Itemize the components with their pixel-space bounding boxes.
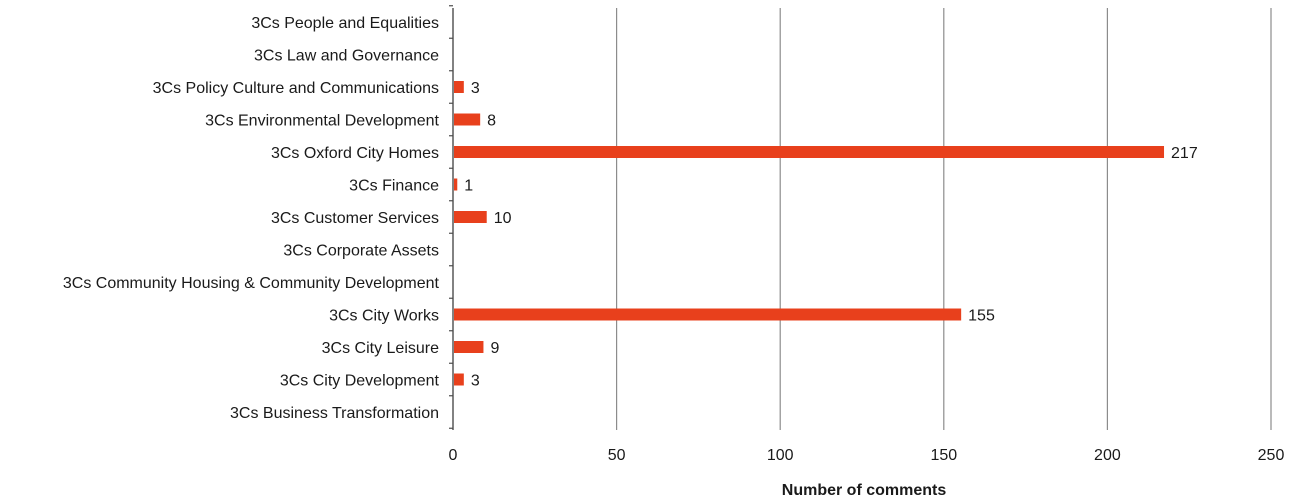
y-axis <box>449 5 454 430</box>
data-label: 217 <box>1171 145 1198 162</box>
data-label: 155 <box>968 308 995 325</box>
x-tick-label: 50 <box>608 447 626 464</box>
category-label: 3Cs Business Transformation <box>230 405 439 422</box>
bar <box>454 341 484 353</box>
bar <box>454 81 464 93</box>
x-tick-label: 100 <box>767 447 794 464</box>
data-label: 1 <box>464 178 473 195</box>
bar <box>454 146 1165 158</box>
x-tick-label: 200 <box>1094 447 1121 464</box>
data-label: 9 <box>490 340 499 357</box>
category-label: 3Cs Oxford City Homes <box>271 145 439 162</box>
bar <box>454 308 962 321</box>
x-axis-title: Number of comments <box>782 482 947 499</box>
data-label: 8 <box>487 113 496 130</box>
bars <box>454 81 1165 386</box>
category-label: 3Cs Corporate Assets <box>283 243 439 260</box>
category-label: 3Cs City Works <box>329 308 439 325</box>
category-label: 3Cs Community Housing & Community Develo… <box>63 275 440 292</box>
category-label: 3Cs Customer Services <box>271 210 439 227</box>
category-labels: 3Cs People and Equalities 3Cs Law and Gov… <box>63 15 440 422</box>
x-tick-labels: 0 50 100 150 200 250 <box>449 447 1285 464</box>
x-tick-label: 0 <box>449 447 458 464</box>
category-label: 3Cs People and Equalities <box>251 15 439 32</box>
bar <box>454 373 464 386</box>
category-label: 3Cs Environmental Development <box>205 113 439 130</box>
data-label: 3 <box>471 373 480 390</box>
category-label: 3Cs City Leisure <box>322 340 439 357</box>
category-label: 3Cs Law and Governance <box>254 48 439 65</box>
bar <box>454 113 481 126</box>
category-label: 3Cs Policy Culture and Communications <box>153 80 439 97</box>
category-label: 3Cs Finance <box>349 178 439 195</box>
data-label: 3 <box>471 80 480 97</box>
gridlines <box>615 8 1272 430</box>
data-label: 10 <box>494 210 512 227</box>
bar <box>454 178 458 191</box>
x-tick-label: 250 <box>1258 447 1285 464</box>
category-label: 3Cs City Development <box>280 373 440 390</box>
x-tick-label: 150 <box>930 447 957 464</box>
bar <box>454 211 487 223</box>
